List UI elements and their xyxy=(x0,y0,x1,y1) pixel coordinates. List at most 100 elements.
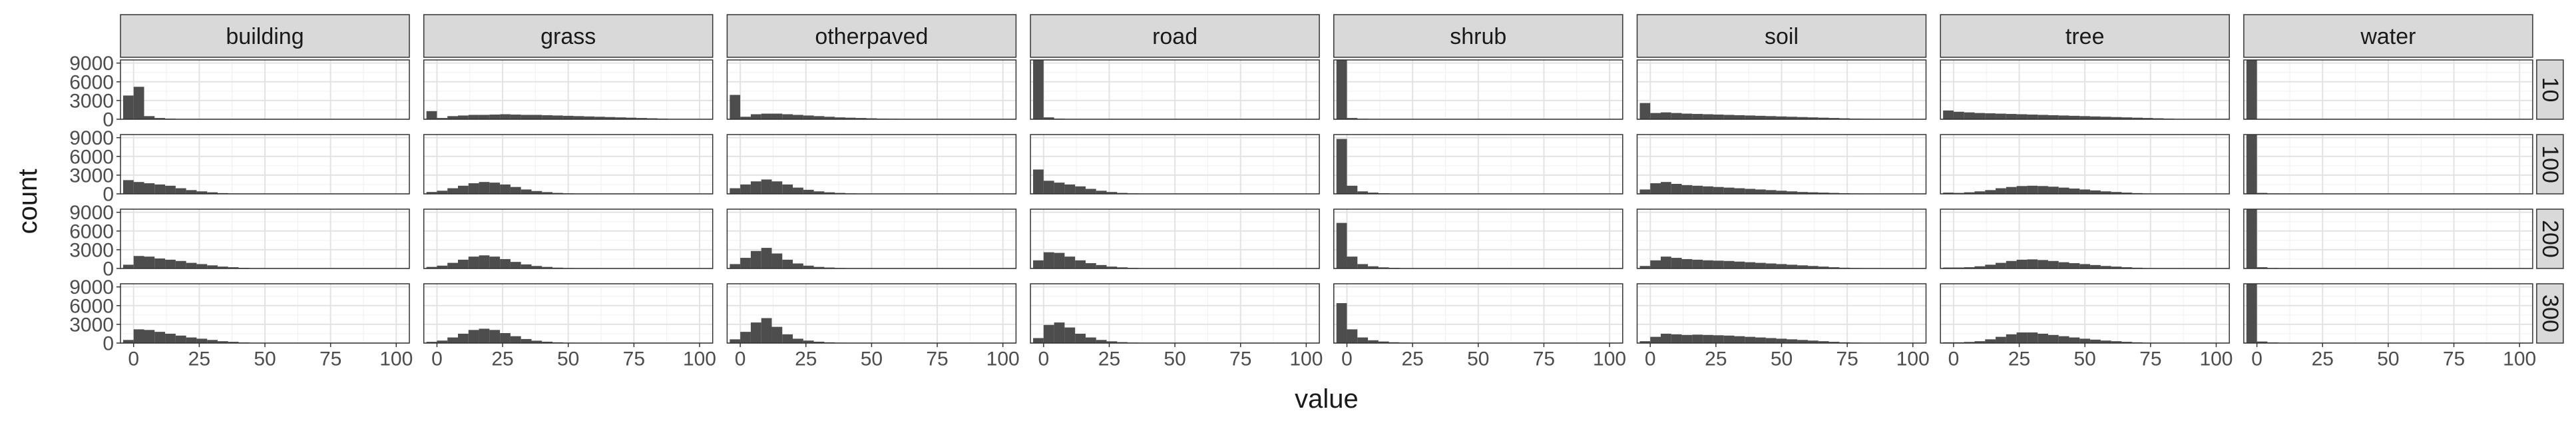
histogram-bar xyxy=(1703,187,1713,194)
histogram-bar xyxy=(2038,115,2048,119)
histogram-bar xyxy=(2069,338,2080,343)
histogram-bar xyxy=(1671,113,1682,119)
histogram-bar xyxy=(1347,186,1358,194)
histogram-bar xyxy=(458,260,469,268)
histogram-bar xyxy=(165,334,176,343)
histogram-bar xyxy=(1639,189,1650,194)
x-tick-label: 75 xyxy=(2443,348,2465,370)
x-tick-label: 100 xyxy=(1289,348,1323,370)
histogram-bar xyxy=(489,330,500,343)
histogram-bar xyxy=(761,248,772,268)
histogram-bar xyxy=(1943,111,1954,119)
histogram-bar xyxy=(1054,183,1065,194)
histogram-bar xyxy=(521,189,532,194)
histogram-bar xyxy=(1996,114,2006,119)
histogram-bar xyxy=(2247,60,2257,119)
x-tick-label: 50 xyxy=(1771,348,1793,370)
histogram-bar xyxy=(1044,181,1054,194)
x-tick-label: 75 xyxy=(1533,348,1555,370)
histogram-bar xyxy=(1661,113,1671,119)
histogram-bar xyxy=(134,256,144,268)
row-strip-label: 100 xyxy=(2537,145,2563,183)
histogram-bar xyxy=(123,180,134,194)
histogram-bar xyxy=(500,115,511,119)
histogram-bar xyxy=(803,190,814,194)
histogram-bar xyxy=(1692,334,1703,343)
histogram-bar xyxy=(489,256,500,268)
histogram-bar xyxy=(1985,190,1996,194)
histogram-bar xyxy=(1755,116,1766,119)
histogram-bar xyxy=(1064,185,1075,194)
histogram-bar xyxy=(1724,188,1735,194)
histogram-bar xyxy=(2038,334,2048,343)
column-strip-label: otherpaved xyxy=(815,24,928,49)
histogram-bar xyxy=(521,115,532,119)
histogram-bar xyxy=(427,111,437,119)
histogram-bar xyxy=(2059,115,2069,119)
histogram-bar xyxy=(751,322,761,343)
x-tick-label: 50 xyxy=(2074,348,2096,370)
histogram-bar xyxy=(1974,113,1985,119)
histogram-bar xyxy=(2027,332,2038,343)
histogram-bar xyxy=(2090,265,2101,268)
histogram-bar xyxy=(1650,113,1661,119)
histogram-bar xyxy=(2048,187,2059,194)
y-tick-label: 3000 xyxy=(69,239,114,261)
histogram-bar xyxy=(1787,264,1797,268)
y-tick-label: 9000 xyxy=(69,276,114,298)
row-strip-label: 300 xyxy=(2537,294,2563,332)
histogram-bar xyxy=(176,261,186,268)
row-strip-label: 10 xyxy=(2537,77,2563,103)
histogram-bar xyxy=(1703,260,1713,268)
histogram-bar xyxy=(1692,260,1703,268)
histogram-bar xyxy=(1745,262,1755,268)
x-tick-label: 0 xyxy=(1645,348,1656,370)
histogram-bar xyxy=(740,332,751,343)
histogram-bar xyxy=(447,263,458,268)
x-tick-label: 50 xyxy=(1164,348,1185,370)
histogram-bar xyxy=(1086,338,1096,343)
x-tick-label: 25 xyxy=(1705,348,1727,370)
y-tick-label: 6000 xyxy=(69,220,114,242)
histogram-bar xyxy=(2247,135,2257,194)
histogram-bar xyxy=(2038,260,2048,268)
histogram-bar xyxy=(1671,334,1682,343)
histogram-bar xyxy=(1671,184,1682,194)
histogram-bar xyxy=(1661,334,1671,343)
histogram-bar xyxy=(469,115,479,119)
histogram-bar xyxy=(1337,60,1347,119)
histogram-bar xyxy=(1692,114,1703,119)
histogram-bar xyxy=(730,339,740,343)
histogram-bar xyxy=(1086,263,1096,268)
histogram-bar xyxy=(542,115,552,119)
histogram-bar xyxy=(2079,189,2090,194)
x-tick-label: 25 xyxy=(2008,348,2030,370)
histogram-bar xyxy=(1734,262,1745,268)
histogram-bar xyxy=(489,183,500,194)
histogram-bar xyxy=(1787,339,1797,343)
histogram-bar xyxy=(144,256,155,268)
histogram-bar xyxy=(196,264,207,268)
histogram-bar xyxy=(1064,328,1075,343)
histogram-bar xyxy=(186,263,197,268)
histogram-bar xyxy=(2017,186,2028,194)
column-strip-label: shrub xyxy=(1450,24,1506,49)
histogram-bar xyxy=(1724,261,1735,268)
x-axis-title: value xyxy=(1295,384,1359,414)
histogram-bar xyxy=(1033,169,1044,194)
histogram-bar xyxy=(479,182,490,194)
histogram-bar xyxy=(1682,114,1693,119)
histogram-bar xyxy=(2027,186,2038,194)
histogram-bar xyxy=(1766,190,1777,194)
x-tick-label: 0 xyxy=(2251,348,2262,370)
column-strip-label: soil xyxy=(1765,24,1799,49)
histogram-bar xyxy=(1682,185,1693,194)
histogram-bar xyxy=(761,318,772,343)
histogram-bar xyxy=(1713,335,1724,343)
histogram-bar xyxy=(1755,263,1766,268)
histogram-bar xyxy=(500,333,511,343)
histogram-bar xyxy=(751,115,761,119)
histogram-bar xyxy=(123,264,134,268)
histogram-bar xyxy=(771,181,782,194)
